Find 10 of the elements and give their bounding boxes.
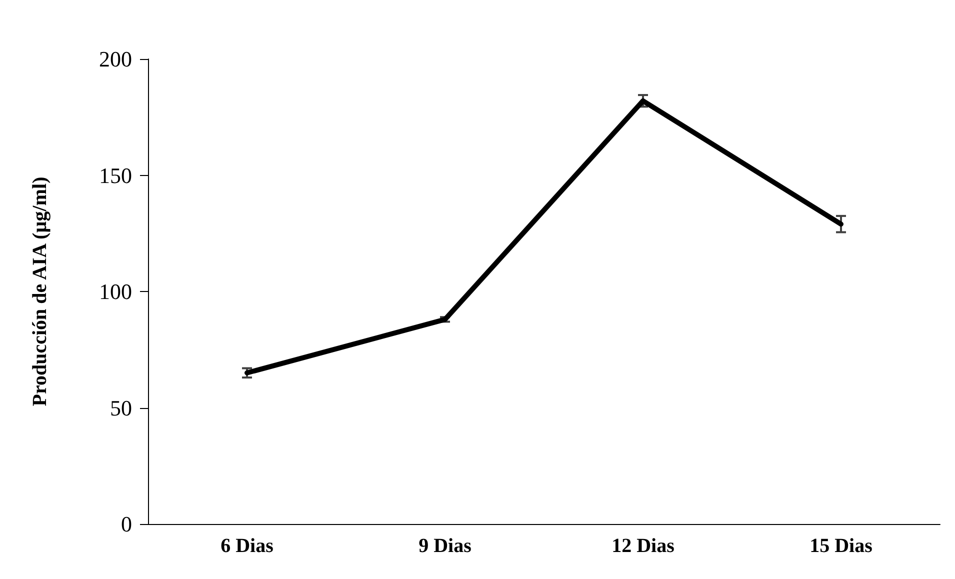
x-tick-label: 6 Dias <box>220 535 274 557</box>
x-tick-label: 12 Dias <box>612 535 675 557</box>
x-tick-label: 9 Dias <box>418 535 472 557</box>
y-tick-label: 0 <box>121 512 132 536</box>
y-axis-title: Producción de AIA (µg/ml) <box>29 176 51 406</box>
y-tick-label: 50 <box>110 395 132 420</box>
y-tick-label: 200 <box>99 46 132 72</box>
y-tick-label: 150 <box>99 162 132 188</box>
x-tick-label: 15 Dias <box>810 535 873 557</box>
y-tick-label: 100 <box>99 279 132 304</box>
